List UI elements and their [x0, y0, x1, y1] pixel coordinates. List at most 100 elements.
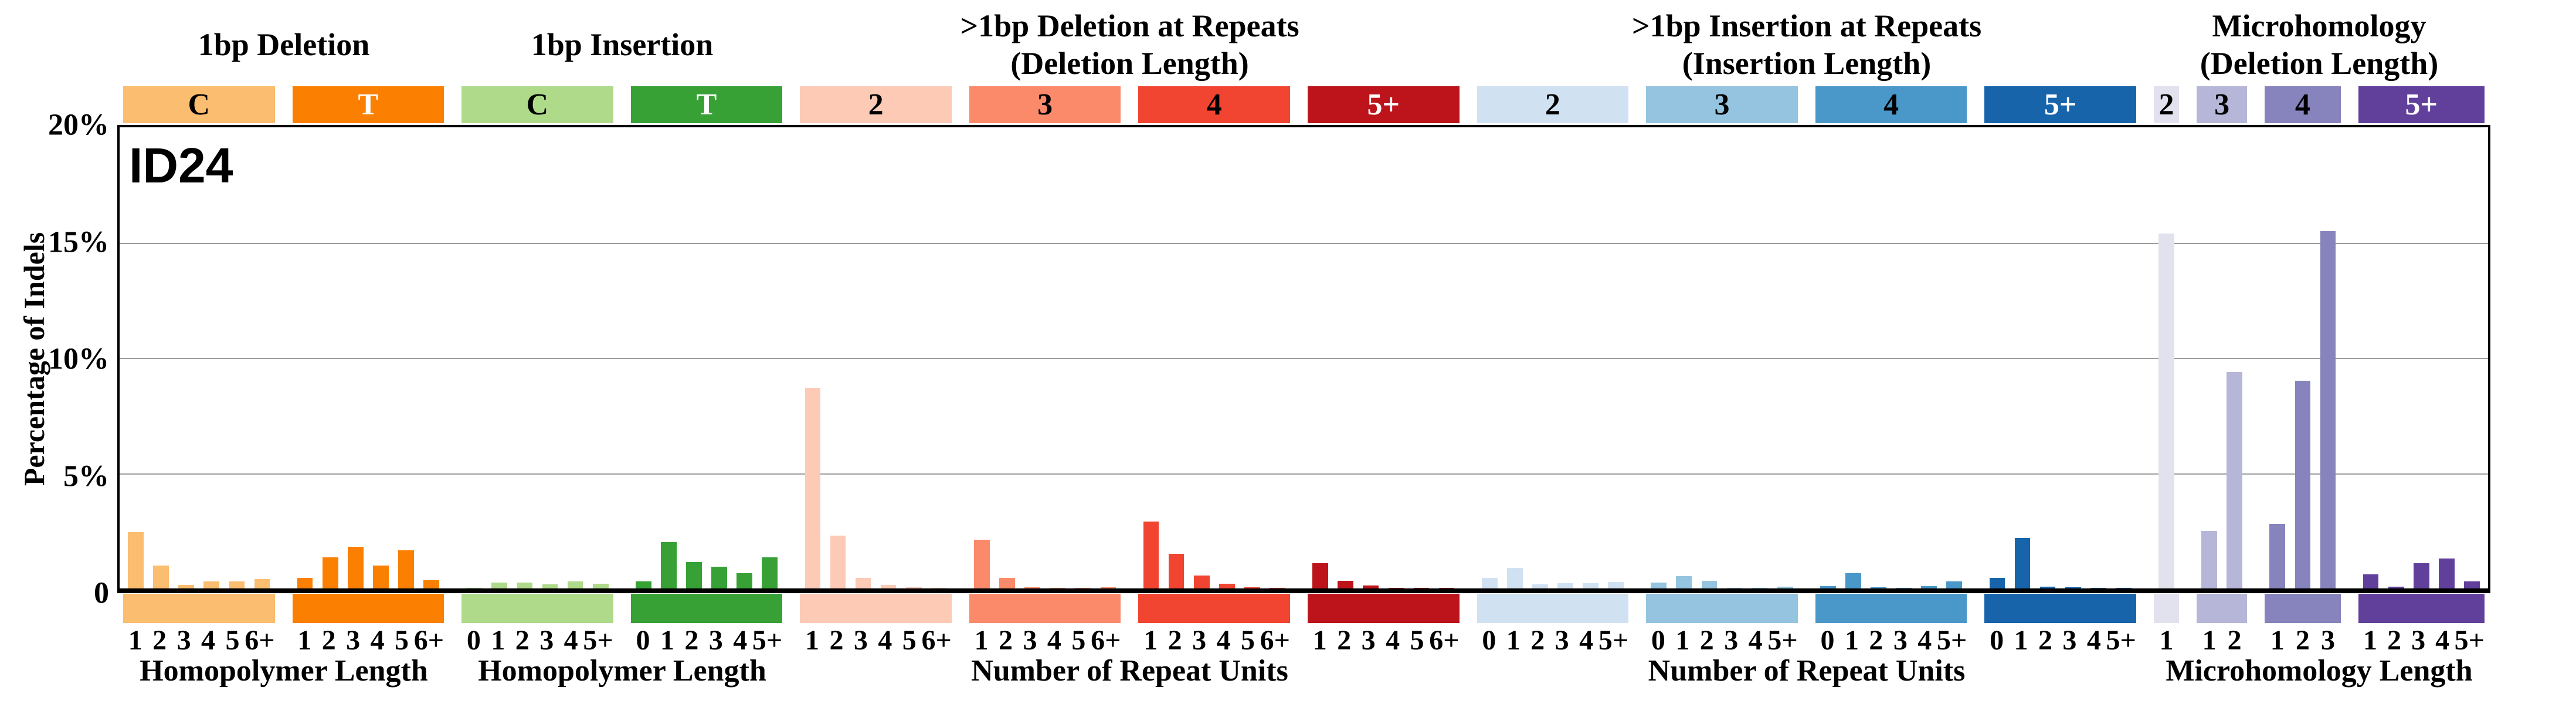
category-box-10: 4	[1815, 86, 1967, 123]
category-box-2: C	[461, 86, 613, 123]
group-axis-label-4: Microhomology Length	[2166, 654, 2473, 688]
category-strip-14	[2265, 594, 2341, 623]
bar-9-5+	[1777, 586, 1793, 588]
bar-slot	[1916, 127, 1942, 588]
gridline-5pct	[120, 473, 2488, 475]
bar-3-0	[635, 581, 651, 588]
bar-10-0	[1820, 586, 1836, 588]
bar-group-11	[1984, 127, 2136, 588]
bar-11-1	[2014, 537, 2031, 588]
bar-slot	[1841, 127, 1866, 588]
xtick-slot: 4	[559, 624, 583, 656]
category-strip-1	[292, 594, 444, 623]
bar-3-4	[737, 573, 752, 588]
bar-4-3	[855, 578, 871, 588]
category-box-15: 5+	[2358, 86, 2485, 123]
bar-8-2	[1532, 584, 1548, 588]
section-title-1: 1bp Insertion	[531, 4, 714, 86]
xtick-slot: 4	[2082, 624, 2106, 656]
xtick-label: 1	[2202, 624, 2217, 656]
xtick-label: 2	[1530, 624, 1545, 656]
xtick-slot: 1	[293, 624, 317, 656]
xtick-slot: 5	[389, 624, 413, 656]
bar-11-2	[2039, 587, 2056, 588]
xtick-label: 3	[853, 624, 868, 656]
xtick-slot: 4	[365, 624, 389, 656]
xtick-slot: 2	[510, 624, 534, 656]
bar-slot	[1747, 127, 1773, 588]
xtick-slot: 5+	[2455, 624, 2485, 656]
xtick-slot: 3	[1550, 624, 1574, 656]
category-box-label: T	[292, 86, 444, 123]
bar-3-3	[711, 566, 727, 588]
xtick-label: 1	[2363, 624, 2378, 656]
bar-slot	[2111, 127, 2136, 588]
bar-group-14	[2265, 127, 2340, 588]
bar-9-1	[1676, 576, 1692, 588]
xtick-label: 2	[1167, 624, 1182, 656]
category-box-label: 5+	[1984, 86, 2136, 123]
bar-8-0	[1481, 578, 1498, 588]
xtick-slot: 2	[147, 624, 171, 656]
xtick-slot: 2	[1864, 624, 1888, 656]
bar-group-4	[800, 127, 952, 588]
category-box-13: 3	[2197, 86, 2248, 123]
bar-9-2	[1701, 580, 1718, 588]
xtick-slot: 5	[1067, 624, 1091, 656]
xtick-group-4: 1 2 3 4 5 6+	[800, 624, 952, 656]
xtick-label: 4	[1917, 624, 1932, 656]
bar-5-3	[1024, 587, 1040, 588]
bar-2-4	[567, 581, 583, 588]
xtick-slot: 3	[172, 624, 196, 656]
category-strip-13	[2197, 594, 2248, 623]
xtick-label: 2	[999, 624, 1013, 656]
xtick-label: 3	[1192, 624, 1207, 656]
xtick-group-12: 1	[2154, 624, 2179, 656]
xtick-slot: 0	[1984, 624, 2008, 656]
bar-11-3	[2065, 587, 2081, 588]
xtick-slot: 5	[220, 624, 245, 656]
bar-0-3	[178, 585, 195, 588]
xtick-label: 6+	[921, 624, 952, 656]
category-box-label: 4	[1815, 86, 1967, 123]
bar-14-1	[2269, 523, 2286, 588]
xtick-slot: 3	[341, 624, 365, 656]
xtick-slot: 1	[1501, 624, 1525, 656]
bar-slot	[2384, 127, 2409, 588]
xtick-label: 0	[466, 624, 481, 656]
section-title-0: 1bp Deletion	[198, 4, 370, 86]
bar-2-2	[517, 583, 533, 588]
bar-4-1	[805, 388, 821, 588]
xtick-label: 3	[1724, 624, 1739, 656]
xtick-slot: 0	[631, 624, 655, 656]
xtick-label: 2	[1337, 624, 1352, 656]
bar-slot	[393, 127, 419, 588]
category-box-label: 5+	[1308, 86, 1460, 123]
bar-3-2	[686, 561, 702, 588]
bar-slot	[512, 127, 537, 588]
xtick-slot: 3	[2058, 624, 2082, 656]
bar-slot	[681, 127, 707, 588]
xtick-slot: 6+	[245, 624, 274, 656]
xtick-label: 4	[1386, 624, 1400, 656]
xtick-label: 2	[2387, 624, 2402, 656]
xtick-slot: 0	[1477, 624, 1501, 656]
section-title-line: (Deletion Length)	[1010, 46, 1249, 81]
bar-4-4	[880, 585, 897, 588]
bar-slot	[2010, 127, 2035, 588]
bar-slot	[1815, 127, 1841, 588]
xtick-label: 3	[539, 624, 554, 656]
xtick-slot: 3	[534, 624, 558, 656]
xtick-slot: 4	[196, 624, 220, 656]
bar-1-5	[398, 550, 414, 588]
bar-8-5+	[1608, 582, 1624, 588]
xtick-slot: 2	[1163, 624, 1187, 656]
xtick-label: 4	[1579, 624, 1594, 656]
bar-6-4	[1219, 584, 1235, 588]
bar-slot	[1265, 127, 1290, 588]
bar-slot	[1189, 127, 1214, 588]
section-title-line: (Deletion Length)	[2200, 46, 2439, 81]
bar-slot	[1164, 127, 1189, 588]
ytick-15%: 15%	[48, 225, 109, 259]
